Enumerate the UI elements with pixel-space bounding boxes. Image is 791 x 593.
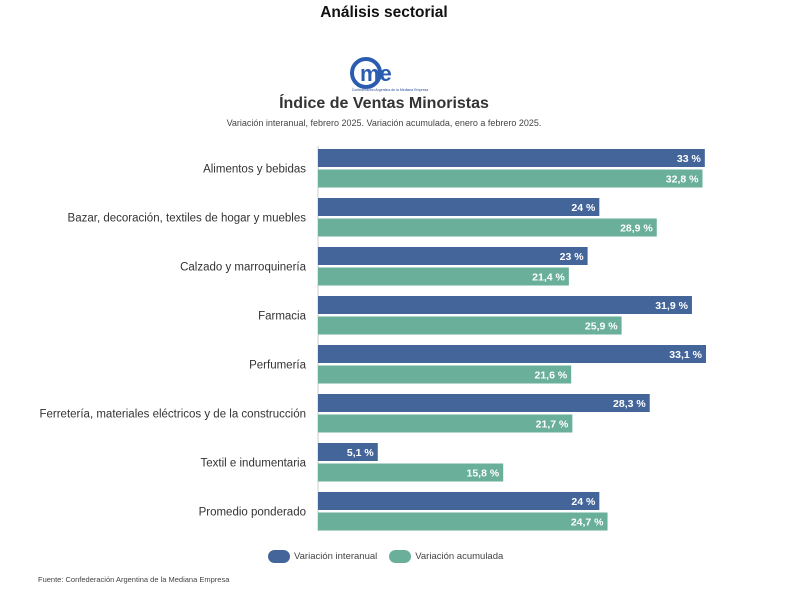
bar-value-label: 31,9 % xyxy=(655,300,688,312)
category-label: Textil e indumentaria xyxy=(201,458,307,470)
bar-value-label: 21,7 % xyxy=(536,419,569,431)
category-label: Calzado y marroquinería xyxy=(180,262,307,274)
bar-acumulada xyxy=(318,169,703,188)
bar-value-label: 33,1 % xyxy=(669,349,702,361)
bar-interanual xyxy=(318,443,378,461)
legend-label-acumulada: Variación acumulada xyxy=(415,551,504,562)
bar-interanual xyxy=(318,149,705,167)
bar-acumulada xyxy=(318,218,657,237)
bar-value-label: 21,6 % xyxy=(534,370,567,382)
bar-interanual xyxy=(318,296,692,314)
legend-label-interanual: Variación interanual xyxy=(294,551,378,562)
category-label: Farmacia xyxy=(258,311,307,323)
bar-interanual xyxy=(318,492,600,510)
svg-text:me: me xyxy=(360,61,392,86)
bar-value-label: 5,1 % xyxy=(347,447,375,459)
bar-value-label: 21,4 % xyxy=(532,272,565,284)
legend-swatch-acumulada xyxy=(389,550,412,563)
bar-value-label: 28,3 % xyxy=(613,398,646,410)
legend-item-acumulada: Variación acumulada xyxy=(389,550,503,563)
chart-title: Índice de Ventas Minoristas xyxy=(279,95,489,112)
bar-interanual xyxy=(318,345,706,363)
category-label: Alimentos y bebidas xyxy=(203,164,306,176)
bar-acumulada xyxy=(318,267,569,286)
bar-interanual xyxy=(318,198,600,216)
came-logo: me xyxy=(350,57,442,91)
category-label: Promedio ponderado xyxy=(199,507,306,519)
category-label: Ferretería, materiales eléctricos y de l… xyxy=(39,409,306,421)
legend-swatch-interanual xyxy=(268,550,290,563)
bar-value-label: 15,8 % xyxy=(467,468,500,480)
chart-legend: Variación interanual Variación acumulada xyxy=(268,550,515,563)
bar-acumulada xyxy=(318,463,504,482)
bar-value-label: 25,9 % xyxy=(585,321,618,333)
bar-value-label: 28,9 % xyxy=(620,223,653,235)
bar-acumulada xyxy=(318,316,622,335)
section-title: Análisis sectorial xyxy=(320,4,448,21)
bar-value-label: 33 % xyxy=(677,153,702,165)
bar-acumulada xyxy=(318,365,572,384)
bar-value-label: 32,8 % xyxy=(666,174,699,186)
bar-value-label: 23 % xyxy=(560,251,585,263)
category-label: Bazar, decoración, textiles de hogar y m… xyxy=(68,213,307,225)
bar-acumulada xyxy=(318,512,608,531)
chart-subtitle: Variación interanual, febrero 2025. Vari… xyxy=(226,118,542,128)
source-note: Fuente: Confederación Argentina de la Me… xyxy=(38,575,230,584)
bar-interanual xyxy=(318,247,588,265)
logo-tagline: Confederación Argentina de la Mediana Em… xyxy=(351,88,429,92)
bar-acumulada xyxy=(318,414,573,433)
category-label: Perfumería xyxy=(249,360,306,372)
bar-value-label: 24 % xyxy=(571,202,596,214)
bar-value-label: 24 % xyxy=(571,496,596,508)
bar-value-label: 24,7 % xyxy=(571,517,604,529)
bar-interanual xyxy=(318,394,650,412)
legend-item-interanual: Variación interanual xyxy=(268,550,377,563)
